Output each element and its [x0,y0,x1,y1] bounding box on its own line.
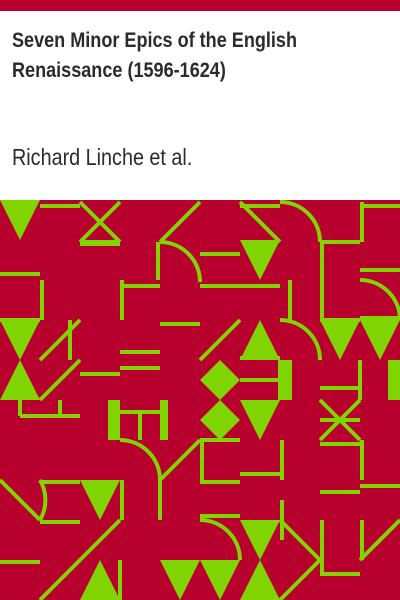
book-title: Seven Minor Epics of the English Renaiss… [12,29,297,82]
book-author: Richard Linche et al. [12,144,193,170]
top-color-band [0,0,400,11]
decorative-pattern [0,200,400,600]
pattern-shapes [0,200,400,600]
pattern-background [0,200,400,600]
